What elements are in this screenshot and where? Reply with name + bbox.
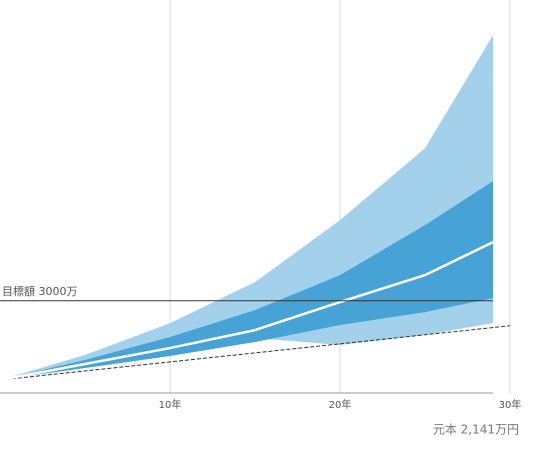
principal-label: 元本 2,141万円 xyxy=(433,423,519,437)
x-tick-label: 10年 xyxy=(159,398,182,411)
band xyxy=(0,181,493,381)
principal-line xyxy=(0,325,511,381)
x-tick-label: 20年 xyxy=(329,398,352,411)
median-line xyxy=(0,241,494,382)
x-tick-label: 30年 xyxy=(499,398,522,411)
target-label: 目標額 3000万 xyxy=(2,284,78,298)
